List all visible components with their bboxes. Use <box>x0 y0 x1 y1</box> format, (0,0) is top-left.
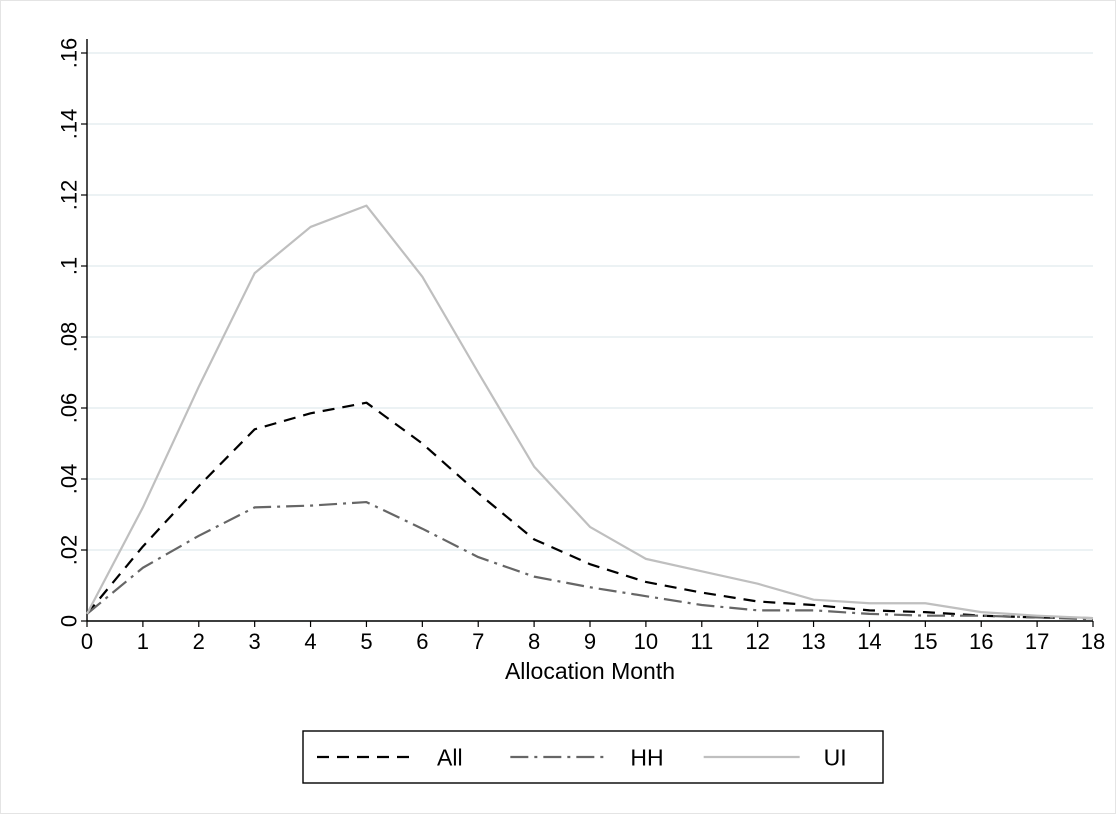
y-tick-label: .04 <box>57 464 82 495</box>
legend-label-all: All <box>437 744 463 770</box>
legend: All HH UI <box>302 730 884 784</box>
x-tick-label: 4 <box>304 629 316 654</box>
x-tick-label: 9 <box>584 629 596 654</box>
x-tick-label: 13 <box>801 629 825 654</box>
y-tick-label: .08 <box>57 322 82 353</box>
x-tick-label: 8 <box>528 629 540 654</box>
series-line-ui <box>86 204 1094 620</box>
x-tick-label: 10 <box>634 629 658 654</box>
x-tick-label: 5 <box>360 629 372 654</box>
y-tick-label: 0 <box>57 615 82 627</box>
x-tick-label: 12 <box>745 629 769 654</box>
y-tick-label: .02 <box>57 535 82 566</box>
series-lines <box>86 204 1094 621</box>
legend-label-ui: UI <box>824 744 847 770</box>
x-tick-label: 3 <box>249 629 261 654</box>
x-tick-label: 0 <box>81 629 93 654</box>
gridlines <box>87 52 1093 622</box>
x-tick-label: 7 <box>472 629 484 654</box>
y-tick-label: .12 <box>57 180 82 211</box>
y-tick-label: .1 <box>57 257 82 275</box>
x-tick-label: 2 <box>193 629 205 654</box>
series-line-all <box>86 401 1094 620</box>
x-tick-label: 16 <box>969 629 993 654</box>
x-tick-label: 1 <box>137 629 149 654</box>
x-axis-title: Allocation Month <box>505 658 675 684</box>
x-tick-label: 14 <box>857 629 881 654</box>
x-tick-label: 15 <box>913 629 937 654</box>
x-tick-label: 17 <box>1025 629 1049 654</box>
series-line-hh <box>86 500 1094 621</box>
y-tick-label: .06 <box>57 393 82 424</box>
y-tick-label: .14 <box>57 109 82 140</box>
y-tick-label: .16 <box>57 38 82 69</box>
legend-label-hh: HH <box>630 744 663 770</box>
axes: 0.02.04.06.08.1.12.14.160 1 2 3 4 5 6 7 8 9 10 11 12… <box>57 38 1106 654</box>
x-tick-label: 6 <box>416 629 428 654</box>
x-tick-label: 18 <box>1081 629 1105 654</box>
x-tick-label: 11 <box>690 629 713 654</box>
